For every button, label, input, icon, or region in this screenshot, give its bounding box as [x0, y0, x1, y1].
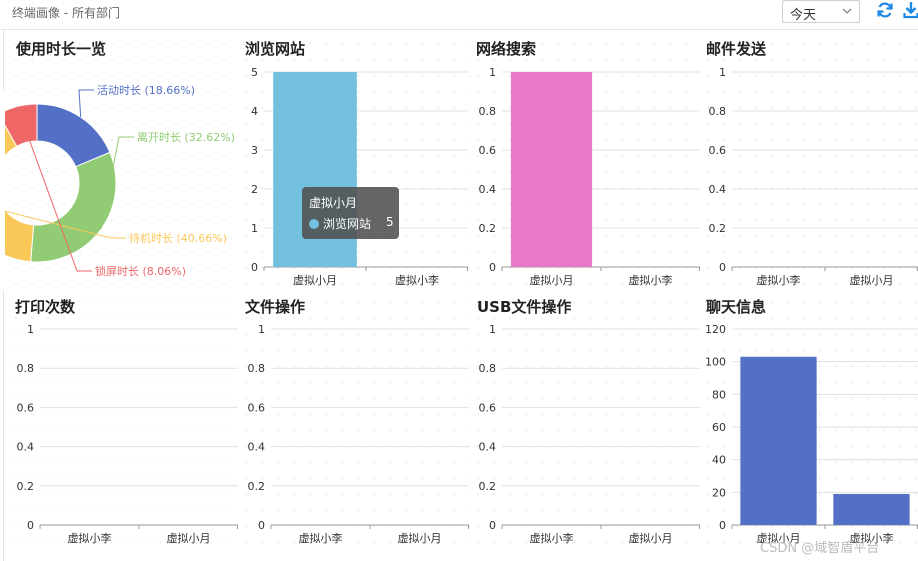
y-tick-label: 0: [27, 519, 34, 532]
y-tick-label: 0.2: [709, 222, 727, 235]
x-category-label: 虚拟小月: [757, 531, 801, 545]
period-select-value: 今天: [790, 8, 817, 23]
y-tick-label: 0: [258, 519, 265, 532]
x-category-label: 虚拟小月: [629, 531, 673, 545]
pie-label-line: [0, 209, 126, 239]
y-tick-label: 0.6: [479, 401, 497, 414]
pie-label-line: [16, 106, 92, 272]
y-tick-label: 0: [251, 261, 258, 274]
tooltip-title: 虚拟小月: [309, 196, 358, 210]
y-tick-label: 20: [712, 486, 726, 499]
panel-title: 网络搜索: [476, 40, 537, 58]
y-tick-label: 0.8: [709, 105, 727, 118]
bar: [510, 72, 593, 267]
y-tick-label: 0.4: [709, 183, 727, 196]
pie-slice-label: 离开时长 (32.62%): [137, 130, 235, 144]
y-tick-label: 1: [258, 323, 265, 336]
panel-title: 聊天信息: [706, 298, 767, 316]
x-category-label: 虚拟小月: [850, 273, 894, 287]
x-category-label: 虚拟小月: [398, 531, 442, 545]
y-tick-label: 0.4: [479, 183, 497, 196]
y-tick-label: 0.2: [479, 222, 497, 235]
x-category-label: 虚拟小月: [167, 531, 211, 545]
x-category-label: 虚拟小月: [293, 273, 337, 287]
y-tick-label: 1: [719, 66, 726, 79]
y-tick-label: 1: [27, 323, 34, 336]
x-category-label: 虚拟小李: [68, 531, 112, 545]
watermark: CSDN @域智盾平台: [760, 541, 880, 556]
x-category-label: 虚拟小李: [530, 531, 574, 545]
x-category-label: 虚拟小李: [629, 273, 673, 287]
refresh-icon[interactable]: [876, 1, 894, 19]
top-bar: 终端画像 - 所有部门 今天: [0, 0, 918, 30]
y-tick-label: 0.6: [479, 144, 497, 157]
pie-slice-label: 锁屏时长 (8.06%): [95, 264, 186, 278]
y-tick-label: 0: [719, 519, 726, 532]
y-tick-label: 0.6: [17, 401, 35, 414]
y-tick-label: 120: [705, 323, 726, 336]
panel-title: USB文件操作: [477, 298, 572, 316]
tooltip-series-dot: [309, 219, 319, 229]
y-tick-label: 0.4: [248, 441, 266, 454]
panel-mail: 邮件发送: [700, 36, 918, 292]
panel-print: 打印次数: [8, 294, 238, 550]
pie-label-line: [78, 89, 94, 118]
panel-fileop: 文件操作: [238, 294, 470, 550]
y-tick-label: 1: [251, 222, 258, 235]
panel-title: 使用时长一览: [16, 40, 107, 58]
y-tick-label: 0.8: [479, 362, 497, 375]
chart-tooltip: 虚拟小月 浏览网站 5: [302, 187, 399, 239]
left-frame-edge: [0, 30, 4, 561]
y-tick-label: 80: [712, 388, 726, 401]
tooltip-value: 5: [386, 215, 394, 229]
pie-slice-label: 活动时长 (18.66%): [97, 84, 195, 97]
y-tick-label: 0: [489, 519, 496, 532]
pie-label-line: [100, 136, 134, 230]
chevron-down-icon: [842, 8, 852, 14]
y-tick-label: 0.6: [248, 401, 266, 414]
bar: [740, 356, 817, 525]
y-tick-label: 0.2: [248, 480, 266, 493]
y-tick-label: 1: [489, 66, 496, 79]
page-title: 终端画像 - 所有部门: [12, 6, 120, 20]
x-category-label: 虚拟小李: [299, 531, 343, 545]
period-select[interactable]: 今天: [782, 0, 860, 23]
y-tick-label: 4: [251, 105, 258, 118]
y-tick-label: 1: [489, 323, 496, 336]
y-tick-label: 2: [251, 183, 258, 196]
y-tick-label: 0.8: [248, 362, 266, 375]
panel-usb: USB文件操作: [470, 294, 700, 550]
y-tick-label: 40: [712, 454, 726, 467]
x-category-label: 虚拟小李: [850, 531, 894, 545]
y-tick-label: 0.8: [17, 362, 35, 375]
pie-slice-label: 待机时长 (40.66%): [129, 231, 227, 245]
y-tick-label: 0.2: [17, 480, 35, 493]
y-tick-label: 3: [251, 144, 258, 157]
x-category-label: 虚拟小月: [530, 273, 574, 287]
tooltip-series-name: 浏览网站: [323, 217, 372, 231]
y-tick-label: 0: [719, 261, 726, 274]
y-tick-label: 0.4: [17, 441, 35, 454]
y-tick-label: 0.4: [479, 441, 497, 454]
x-category-label: 虚拟小李: [757, 273, 801, 287]
pie-left-crop: [0, 90, 5, 290]
y-tick-label: 0.6: [709, 144, 727, 157]
x-category-label: 虚拟小李: [395, 273, 439, 287]
y-tick-label: 0.2: [479, 480, 497, 493]
panel-title: 浏览网站: [245, 40, 306, 58]
y-tick-label: 0.8: [479, 105, 497, 118]
y-tick-label: 5: [251, 66, 258, 79]
panel-title: 邮件发送: [706, 40, 767, 58]
y-tick-label: 0: [489, 261, 496, 274]
bar: [833, 493, 910, 525]
panel-title: 文件操作: [245, 298, 306, 316]
y-tick-label: 100: [705, 356, 726, 369]
panel-title: 打印次数: [15, 298, 76, 316]
pie-slice: [30, 151, 117, 263]
y-tick-label: 60: [712, 421, 726, 434]
